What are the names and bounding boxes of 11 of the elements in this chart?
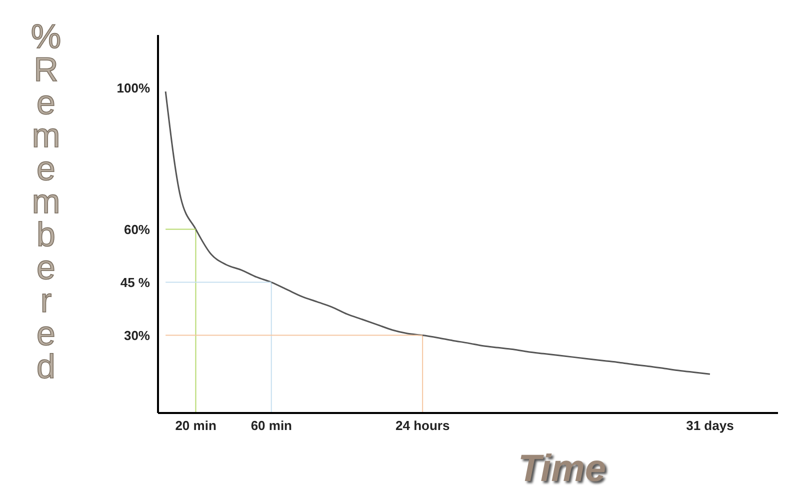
y-tick-label: 100% [116, 80, 150, 96]
x-tick-label: 60 min [250, 418, 292, 434]
x-tick-label: 20 min [175, 418, 216, 434]
x-tick-label: 24 hours [396, 418, 450, 434]
y-tick-label: 45 % [120, 274, 150, 290]
y-tick-label: 30% [124, 328, 150, 343]
text: % Remembered [30, 18, 62, 386]
y-tick-label: 60% [124, 222, 150, 237]
x-tick-label: 31 days [686, 418, 734, 434]
line-series [164, 90, 711, 375]
x-axis-title: Time [518, 448, 606, 491]
